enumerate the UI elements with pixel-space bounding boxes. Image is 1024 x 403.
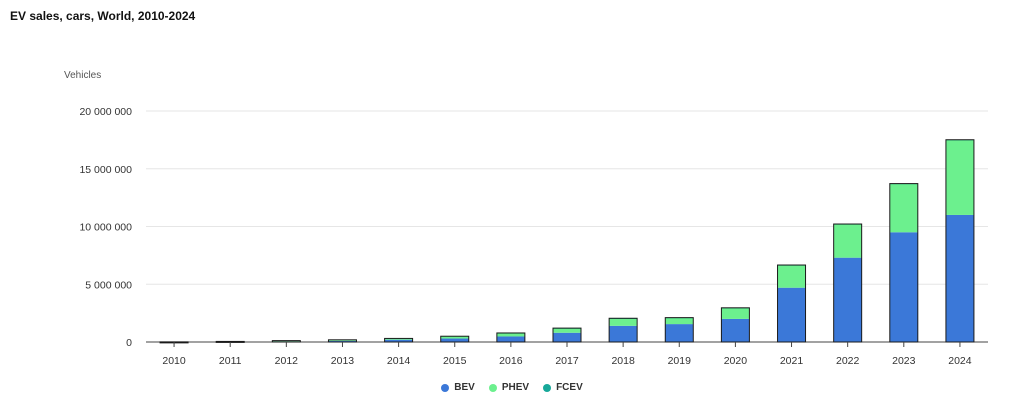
bar-phev-2023[interactable] <box>889 183 918 233</box>
legend-swatch-icon <box>488 383 497 392</box>
legend-label: FCEV <box>556 382 583 393</box>
y-tick-label: 15 000 000 <box>79 164 132 176</box>
y-tick-label: 10 000 000 <box>79 222 132 234</box>
bar-bev-2014[interactable] <box>384 339 413 342</box>
bar-phev-2022[interactable] <box>833 224 862 258</box>
x-tick-label: 2015 <box>443 355 467 367</box>
legend-label: BEV <box>454 382 475 393</box>
x-tick-label: 2020 <box>724 355 748 367</box>
chart-title: EV sales, cars, World, 2010-2024 <box>10 9 196 23</box>
bar-phev-2016[interactable] <box>496 332 525 337</box>
x-tick-label: 2016 <box>499 355 523 367</box>
bar-phev-2021[interactable] <box>777 265 806 288</box>
x-tick-label: 2018 <box>611 355 635 367</box>
y-tick-label: 5 000 000 <box>85 279 132 291</box>
x-tick-label: 2017 <box>555 355 579 367</box>
x-tick-label: 2023 <box>892 355 916 367</box>
bar-phev-2018[interactable] <box>609 318 638 326</box>
x-tick-label: 2019 <box>668 355 692 367</box>
x-tick-label: 2022 <box>836 355 860 367</box>
legend: BEV PHEV FCEV <box>0 382 1024 393</box>
bar-phev-2024[interactable] <box>945 139 974 215</box>
bar-phev-2014[interactable] <box>384 338 413 340</box>
bar-bev-2021[interactable] <box>777 287 806 342</box>
x-tick-label: 2024 <box>948 355 972 367</box>
ev-sales-chart: Vehicles 0 5 000 000 10 000 000 15 000 000 2… <box>64 70 988 367</box>
x-tick-label: 2013 <box>331 355 355 367</box>
bar-bev-2020[interactable] <box>721 318 750 342</box>
x-tick-label: 2011 <box>219 355 242 367</box>
x-tick-label: 2010 <box>162 355 186 367</box>
bar-phev-2019[interactable] <box>665 317 694 325</box>
bar-bev-2018[interactable] <box>609 325 638 342</box>
legend-item-fcev[interactable]: FCEV <box>543 382 583 393</box>
bar-bev-2019[interactable] <box>665 324 694 342</box>
y-axis-label: Vehicles <box>64 70 101 81</box>
bar-bev-2017[interactable] <box>553 332 581 342</box>
bar-bev-2016[interactable] <box>496 336 525 342</box>
x-axis-ticks: 2010 2011 2012 2013 2014 2015 2016 2017 2018 2019… <box>162 342 972 367</box>
bar-phev-2020[interactable] <box>721 307 750 319</box>
y-tick-label: 0 <box>126 337 132 349</box>
bar-bev-2024[interactable] <box>945 214 974 342</box>
y-tick-label: 20 000 000 <box>79 106 132 118</box>
x-tick-label: 2021 <box>780 355 804 367</box>
bar-bev-2013[interactable] <box>328 340 357 342</box>
bar-phev-2017[interactable] <box>553 328 581 333</box>
legend-item-bev[interactable]: BEV <box>441 382 475 393</box>
legend-item-phev[interactable]: PHEV <box>488 382 530 393</box>
y-axis-ticks: 0 5 000 000 10 000 000 15 000 000 20 000 000 <box>79 106 132 349</box>
bar-bev-2022[interactable] <box>833 257 862 342</box>
legend-swatch-icon <box>543 383 552 392</box>
bar-phev-2015[interactable] <box>440 336 469 339</box>
bar-bev-2015[interactable] <box>440 338 469 342</box>
legend-label: PHEV <box>501 382 530 393</box>
x-tick-label: 2012 <box>275 355 299 367</box>
x-tick-label: 2014 <box>387 355 411 367</box>
bars <box>159 139 975 344</box>
legend-swatch-icon <box>441 383 450 392</box>
bar-phev-2013[interactable] <box>328 339 357 341</box>
bar-bev-2023[interactable] <box>889 232 918 342</box>
